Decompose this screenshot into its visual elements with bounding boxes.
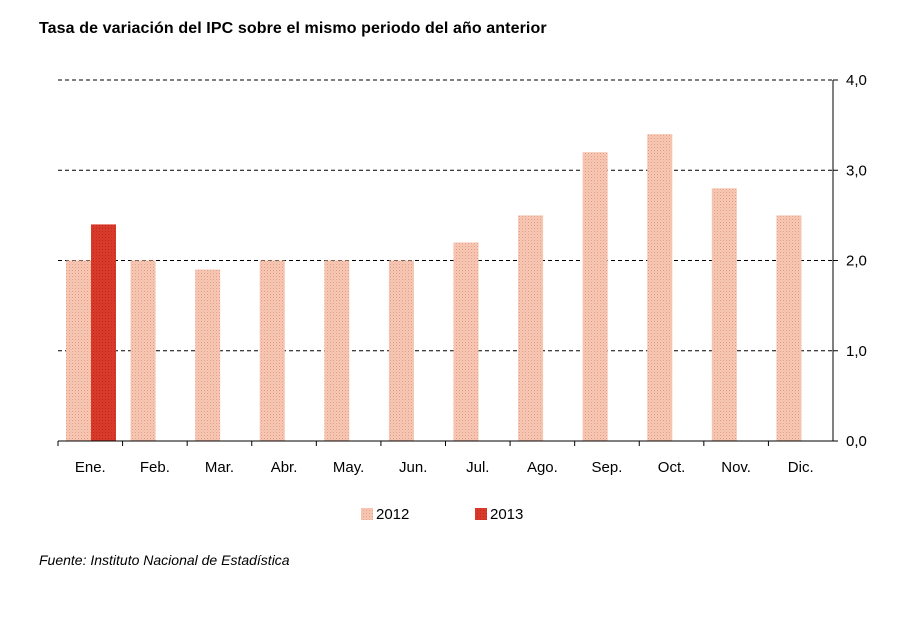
x-tick-label: Jul.: [466, 459, 489, 476]
legend-label-2012: 2012: [376, 506, 409, 523]
bar-2012: [776, 215, 802, 441]
bar-2013: [91, 224, 116, 441]
x-tick-label: Mar.: [205, 459, 234, 476]
y-tick-label: 2,0: [846, 253, 867, 270]
legend: 2012 2013: [361, 506, 523, 523]
bar-2012: [453, 242, 479, 441]
axes: 0,0 1,0 2,0 3,0 4,0 Ene. Feb. Mar. Abr. May. Jun. J…: [57, 72, 867, 476]
y-tick-label: 3,0: [846, 162, 867, 179]
x-tick-label: Sep.: [592, 459, 623, 476]
x-tick-label: Ene.: [75, 459, 106, 476]
x-tick-label: May.: [333, 459, 364, 476]
bar-2012: [66, 260, 91, 441]
x-tick-label: Jun.: [399, 459, 427, 476]
legend-label-2013: 2013: [490, 506, 523, 523]
chart-title: Tasa de variación del IPC sobre el mismo…: [39, 20, 547, 37]
bar-2012: [518, 215, 544, 441]
bars: [66, 134, 802, 441]
source-note: Fuente: Instituto Nacional de Estadístic…: [39, 552, 290, 568]
bar-2012: [711, 188, 737, 441]
x-tick-label: Abr.: [271, 459, 298, 476]
bar-2012: [259, 260, 285, 441]
y-tick-label: 0,0: [846, 433, 867, 450]
legend-swatch-2012: [361, 508, 373, 520]
x-tick-label: Nov.: [721, 459, 751, 476]
x-tick-label: Oct.: [658, 459, 686, 476]
legend-swatch-2013: [475, 508, 487, 520]
bar-2012: [388, 260, 414, 441]
gridlines: [58, 79, 833, 352]
y-tick-label: 4,0: [846, 72, 867, 89]
x-tick-label: Ago.: [527, 459, 558, 476]
bar-2012: [582, 152, 608, 441]
bar-2012: [647, 134, 673, 441]
x-tick-label: Feb.: [140, 459, 170, 476]
bar-2012: [324, 260, 350, 441]
y-tick-label: 1,0: [846, 343, 867, 360]
x-tick-label: Dic.: [788, 459, 814, 476]
bar-2012: [195, 269, 221, 441]
bar-2012: [130, 260, 156, 441]
